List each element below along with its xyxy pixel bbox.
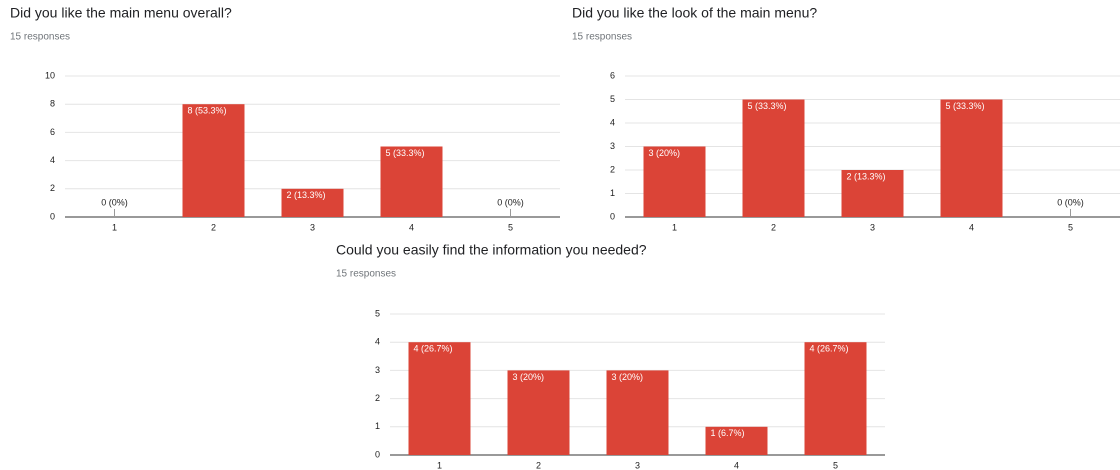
bar [940,99,1003,217]
x-tick-label: 3 [635,460,640,470]
y-tick-label: 4 [50,155,55,165]
chart-title: Could you easily find the information yo… [336,242,647,258]
y-tick-label: 1 [375,421,380,431]
value-label: 2 (13.3%) [847,171,886,181]
y-tick-label: 10 [45,70,55,80]
chart-subtitle: 15 responses [336,269,396,280]
bar [841,170,904,217]
chart-subtitle: 15 responses [572,32,632,43]
x-tick-label: 1 [112,222,117,232]
y-tick-label: 4 [375,337,380,347]
x-tick-label: 4 [969,222,974,232]
x-tick-label: 2 [211,222,216,232]
y-tick-label: 2 [50,183,55,193]
bar [281,188,344,217]
value-label: 3 (20%) [513,372,545,382]
x-tick-label: 4 [409,222,414,232]
chart-subtitle: 15 responses [10,32,70,43]
y-tick-label: 4 [610,117,615,127]
y-tick-label: 6 [610,70,615,80]
x-tick-label: 5 [1068,222,1073,232]
y-tick-label: 0 [610,211,615,221]
value-label: 0 (0%) [101,197,128,207]
y-tick-label: 8 [50,99,55,109]
bar [380,146,443,217]
y-tick-label: 5 [375,308,380,318]
value-label: 3 (20%) [612,372,644,382]
x-tick-label: 3 [310,222,315,232]
value-label: 0 (0%) [497,197,524,207]
y-tick-label: 3 [375,365,380,375]
value-label: 1 (6.7%) [711,428,745,438]
value-label: 0 (0%) [1057,197,1084,207]
value-label: 4 (26.7%) [810,344,849,354]
x-tick-label: 5 [508,222,513,232]
bar [408,342,471,455]
x-tick-label: 3 [870,222,875,232]
value-label: 8 (53.3%) [188,106,227,116]
value-label: 3 (20%) [649,148,681,158]
bar [705,426,768,455]
bar [182,104,245,217]
x-tick-label: 5 [833,460,838,470]
value-label: 5 (33.3%) [386,148,425,158]
value-label: 2 (13.3%) [287,190,326,200]
y-tick-label: 1 [610,188,615,198]
chart-title: Did you like the main menu overall? [10,5,232,21]
value-label: 5 (33.3%) [946,101,985,111]
x-tick-label: 2 [536,460,541,470]
chart-title: Did you like the look of the main menu? [572,5,817,21]
value-label: 5 (33.3%) [748,101,787,111]
x-tick-label: 2 [771,222,776,232]
bar [606,370,669,455]
y-tick-label: 2 [375,393,380,403]
value-label: 4 (26.7%) [414,344,453,354]
bar [742,99,805,217]
y-tick-label: 2 [610,164,615,174]
y-tick-label: 3 [610,141,615,151]
y-tick-label: 5 [610,94,615,104]
y-tick-label: 6 [50,127,55,137]
y-tick-label: 0 [375,449,380,459]
bar [507,370,570,455]
bar [804,342,867,455]
x-tick-label: 1 [672,222,677,232]
x-tick-label: 1 [437,460,442,470]
bar [643,146,706,217]
x-tick-label: 4 [734,460,739,470]
y-tick-label: 0 [50,211,55,221]
